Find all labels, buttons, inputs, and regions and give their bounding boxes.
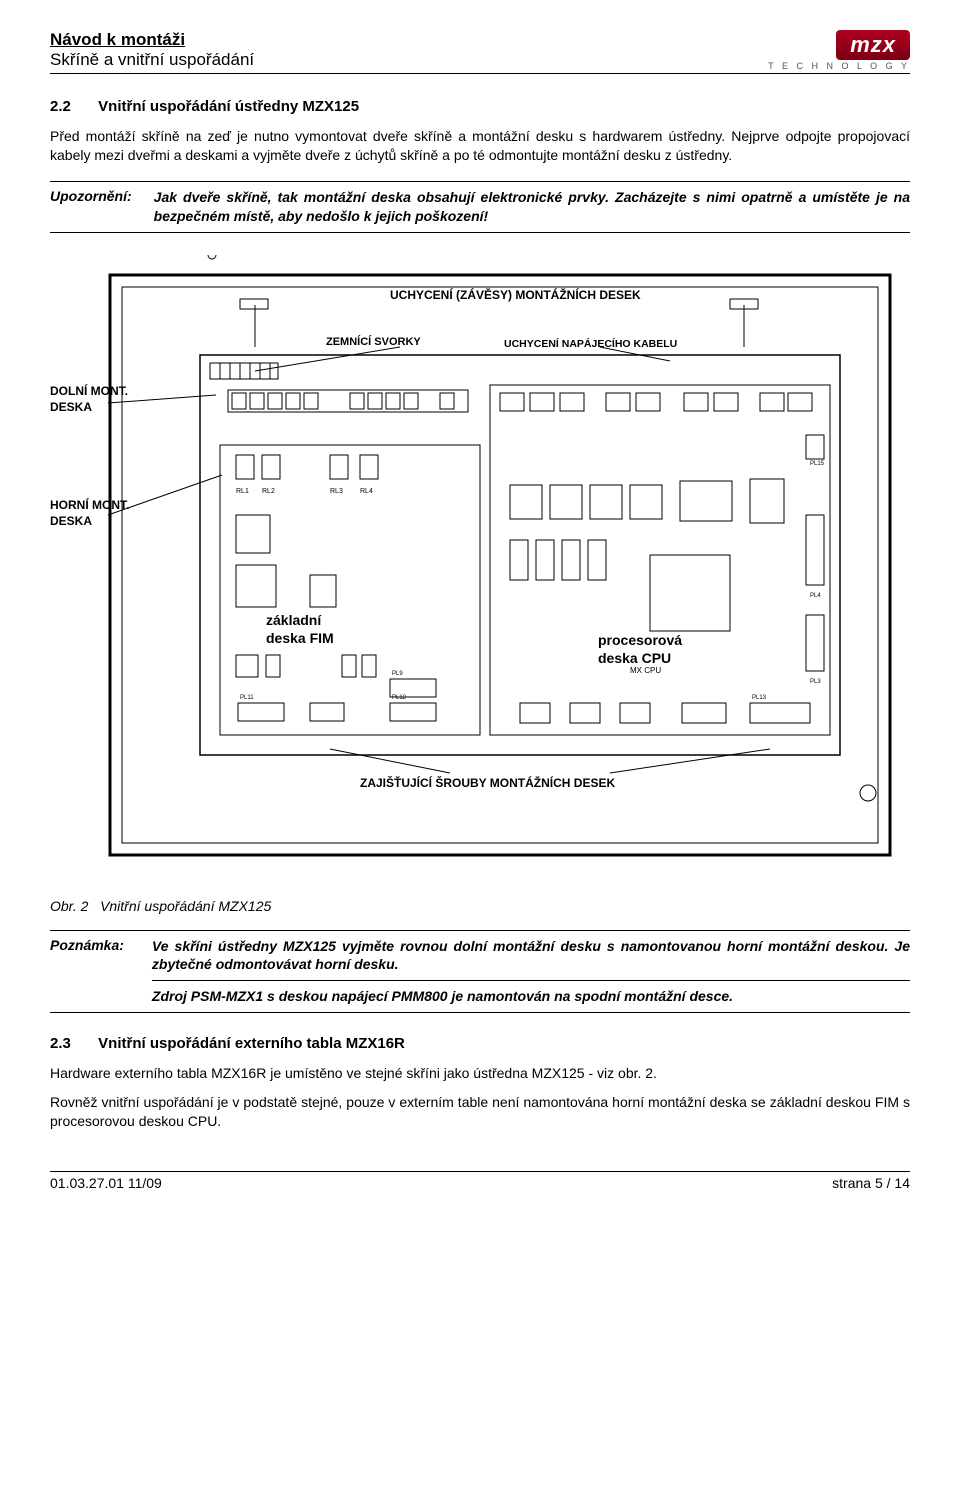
note-divider [152, 980, 910, 981]
caption-prefix: Obr. 2 [50, 898, 88, 914]
doc-subtitle: Skříně a vnitřní uspořádání [50, 50, 254, 70]
svg-text:PL4: PL4 [810, 593, 821, 599]
section-2-3-heading: 2.3 Vnitřní uspořádání externího tabla M… [50, 1035, 910, 1052]
diagram-container: RL1 RL2 RL3 RL4 PL11 PL12 PL9 PL15 [50, 255, 910, 868]
rl4-label: RL4 [360, 488, 373, 495]
section-title: Vnitřní uspořádání externího tabla MZX16… [98, 1035, 405, 1052]
dg-horni1: HORNÍ MONT. [50, 497, 129, 512]
svg-text:PL15: PL15 [810, 461, 825, 467]
dg-fim2: deska FIM [266, 630, 334, 646]
footer-left: 01.03.27.01 11/09 [50, 1175, 162, 1191]
header-left: Návod k montáži Skříně a vnitřní uspořád… [50, 30, 254, 70]
dg-top: UCHYCENÍ (ZÁVĚSY) MONTÁŽNÍCH DESEK [390, 287, 641, 302]
section-2-3-para-2: Rovněž vnitřní uspořádání je v podstatě … [50, 1093, 910, 1131]
logo-subtext: T E C H N O L O G Y [768, 61, 910, 71]
page-footer: 01.03.27.01 11/09 strana 5 / 14 [50, 1171, 910, 1191]
caption-text: Vnitřní uspořádání MZX125 [100, 898, 271, 914]
warning-text: Jak dveře skříně, tak montážní deska obs… [154, 188, 910, 226]
dg-dolni1: DOLNÍ MONT. [50, 383, 128, 398]
dg-cpu2: deska CPU [598, 650, 671, 666]
section-number: 2.2 [50, 98, 94, 115]
page-header: Návod k montáži Skříně a vnitřní uspořád… [50, 30, 910, 74]
dg-srouby: ZAJIŠŤUJÍCÍ ŠROUBY MONTÁŽNÍCH DESEK [360, 775, 615, 790]
svg-text:PL3: PL3 [810, 679, 821, 685]
rl2-label: RL2 [262, 488, 275, 495]
rl3-label: RL3 [330, 488, 343, 495]
diagram-svg: RL1 RL2 RL3 RL4 PL11 PL12 PL9 PL15 [50, 255, 910, 865]
logo-text: mzx [836, 30, 910, 60]
dg-nap: UCHYCENÍ NAPÁJECÍHO KABELU [504, 337, 677, 350]
dg-dolni2: DESKA [50, 400, 92, 414]
footer-right: strana 5 / 14 [832, 1175, 910, 1191]
warning-block: Upozornění: Jak dveře skříně, tak montáž… [50, 181, 910, 233]
section-2-2-para: Před montáží skříně na zeď je nutno vymo… [50, 127, 910, 165]
dg-fim1: základní [266, 612, 322, 628]
note-block: Poznámka: Ve skříni ústředny MZX125 vyjm… [50, 930, 910, 1014]
warning-label: Upozornění: [50, 188, 132, 226]
svg-text:PL11: PL11 [240, 695, 254, 701]
section-title: Vnitřní uspořádání ústředny MZX125 [98, 98, 359, 115]
section-2-3-para-1: Hardware externího tabla MZX16R je umíst… [50, 1064, 910, 1083]
figure-caption: Obr. 2 Vnitřní uspořádání MZX125 [50, 898, 910, 914]
logo: mzx T E C H N O L O G Y [768, 30, 910, 71]
svg-text:PL9: PL9 [392, 671, 403, 677]
note-label: Poznámka: [50, 937, 124, 1007]
dg-zemn: ZEMNÍCÍ SVORKY [326, 335, 421, 348]
svg-text:PL13: PL13 [752, 695, 767, 701]
dg-cpu1: procesorová [598, 632, 682, 648]
section-2-2-heading: 2.2 Vnitřní uspořádání ústředny MZX125 [50, 98, 910, 115]
doc-title: Návod k montáži [50, 30, 254, 50]
svg-text:PL12: PL12 [392, 695, 407, 701]
rl1-label: RL1 [236, 488, 249, 495]
mx-cpu-label: MX CPU [630, 666, 661, 675]
section-number: 2.3 [50, 1035, 94, 1052]
note-text-1: Ve skříni ústředny MZX125 vyjměte rovnou… [152, 937, 910, 975]
dg-horni2: DESKA [50, 514, 92, 528]
note-text-2: Zdroj PSM-MZX1 s deskou napájecí PMM800 … [152, 987, 910, 1006]
